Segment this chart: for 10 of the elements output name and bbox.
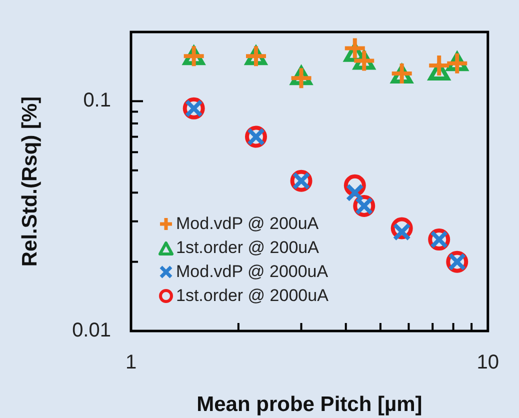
legend-label: 1st.order @ 200uA: [176, 237, 319, 259]
x-tick-label: 10: [476, 352, 499, 374]
legend-label: Mod.vdP @ 2000uA: [176, 261, 328, 283]
x-tick-label: 1: [125, 352, 137, 374]
y-axis-title: Rel.Std.(Rsq) [%]: [18, 96, 42, 267]
y-tick-label: 0.01: [72, 320, 111, 342]
legend-label: Mod.vdP @ 200uA: [176, 213, 319, 235]
x-axis-title: Mean probe Pitch [µm]: [196, 393, 422, 416]
legend-label: 1st.order @ 2000uA: [176, 285, 328, 307]
y-tick-label: 0.1: [83, 90, 111, 112]
